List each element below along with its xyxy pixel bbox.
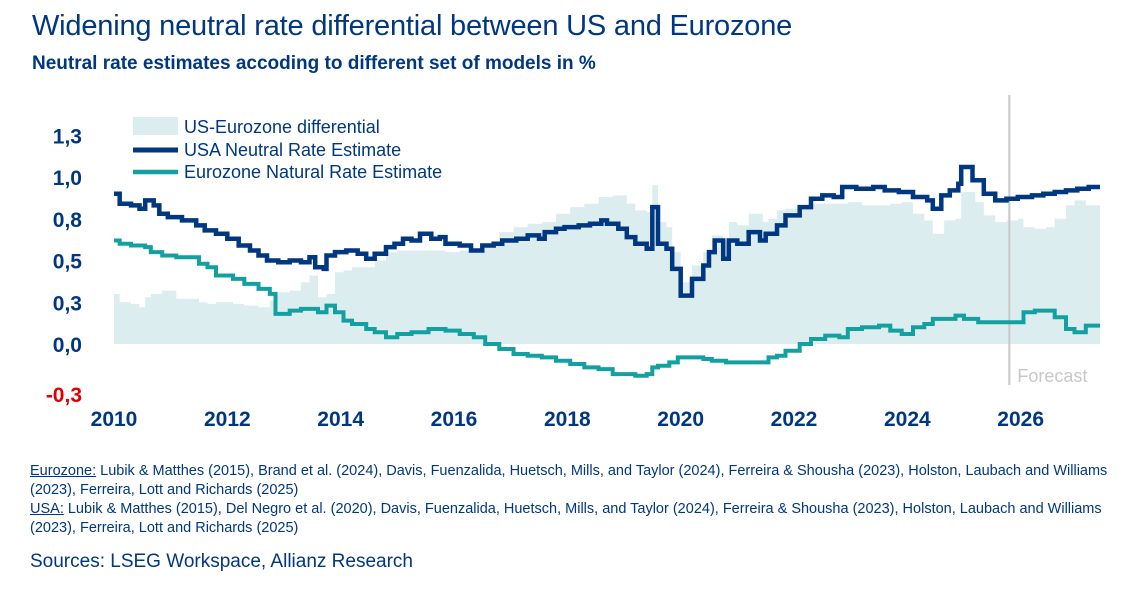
sources: Sources: LSEG Workspace, Allianz Researc…	[30, 551, 413, 572]
x-tick-label: 2010	[91, 408, 138, 431]
usa-note-text: Lubik & Matthes (2015), Del Negro et al.…	[30, 501, 1102, 536]
legend: US-Eurozone differential USA Neutral Rate…	[133, 117, 442, 182]
series-lines-layer	[114, 164, 1100, 378]
x-tick-label: 2014	[317, 408, 364, 431]
x-tick-label: 2016	[431, 408, 478, 431]
eurozone-note-label: Eurozone:	[30, 463, 97, 479]
y-axis: -0,3 0,0 0,3 0,5 0,8 1,0 1,3	[46, 125, 82, 407]
y-tick-label: 0,3	[53, 292, 82, 315]
x-tick-label: 2012	[204, 408, 251, 431]
chart-svg: Forecast -0,3 0,0 0,3 0,5 0,8 1,0 1,3 2010 2012…	[46, 95, 1100, 431]
differential-area	[114, 185, 1100, 344]
y-tick-label: -0,3	[46, 384, 82, 407]
usa-note-label: USA:	[30, 501, 64, 517]
x-tick-label: 2018	[544, 408, 591, 431]
x-tick-label: 2024	[884, 408, 931, 431]
legend-label: US-Eurozone differential	[184, 117, 380, 137]
y-tick-label: 1,3	[53, 125, 82, 148]
eurozone-note: Eurozone: Lubik & Matthes (2015), Brand …	[30, 462, 1110, 500]
usa-rate-line	[114, 164, 1100, 298]
model-notes: Eurozone: Lubik & Matthes (2015), Brand …	[30, 462, 1110, 538]
x-tick-label: 2022	[771, 408, 818, 431]
eurozone-rate-line	[114, 238, 1100, 378]
y-tick-label: 0,0	[53, 334, 82, 357]
usa-note: USA: Lubik & Matthes (2015), Del Negro e…	[30, 500, 1110, 538]
differential-area-layer	[114, 185, 1100, 344]
x-tick-label: 2026	[997, 408, 1044, 431]
x-axis: 2010 2012 2014 2016 2018 2020 2022 2024 2026	[91, 408, 1044, 431]
chart-title: Widening neutral rate differential betwe…	[32, 10, 793, 42]
y-tick-label: 0,5	[53, 251, 83, 274]
x-tick-label: 2020	[657, 408, 704, 431]
chart-subtitle: Neutral rate estimates accoding to diffe…	[32, 53, 596, 74]
y-tick-label: 0,8	[53, 209, 83, 232]
legend-swatch-differential	[133, 117, 178, 135]
y-tick-label: 1,0	[53, 167, 82, 190]
legend-label: Eurozone Natural Rate Estimate	[184, 162, 442, 182]
eurozone-note-text: Lubik & Matthes (2015), Brand et al. (20…	[30, 463, 1108, 498]
forecast-layer: Forecast	[1008, 95, 1087, 386]
forecast-label: Forecast	[1017, 366, 1087, 386]
legend-label: USA Neutral Rate Estimate	[184, 140, 401, 160]
